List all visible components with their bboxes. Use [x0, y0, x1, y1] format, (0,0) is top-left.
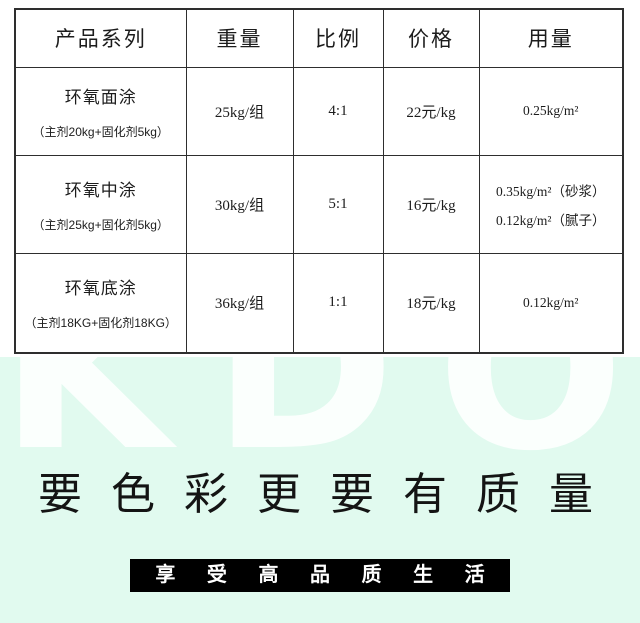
price-cell: 16元/kg — [382, 154, 480, 254]
product-name: 环氧中涂 — [64, 180, 137, 200]
brand-watermark: KDO — [0, 357, 640, 499]
product-name: 环氧面涂 — [64, 87, 137, 107]
table-row-epoxy-primer: 环氧底涂 （主剂18KG+固化剂18KG） 36kg/组 1:1 18元/kg … — [14, 252, 624, 354]
weight-cell: 25kg/组 — [185, 66, 294, 156]
footer-section: KDO 要 色 彩 更 要 有 质 量 享 受 高 品 质 生 活 — [0, 357, 640, 623]
ratio-cell: 4:1 — [292, 66, 384, 156]
product-series-cell: 环氧面涂 （主剂20kg+固化剂5kg） — [14, 66, 187, 156]
product-note: （主剂18KG+固化剂18KG） — [24, 316, 177, 331]
usage-value: 0.25kg/m² — [523, 103, 579, 118]
usage-value: 0.12kg/m² — [523, 294, 579, 310]
banner-text: 享 受 高 品 质 生 活 — [130, 559, 510, 592]
table-header-row: 产品系列 重量 比例 价格 用量 — [14, 8, 624, 68]
price-cell: 18元/kg — [382, 252, 480, 354]
product-series-cell: 环氧底涂 （主剂18KG+固化剂18KG） — [14, 252, 187, 354]
weight-cell: 30kg/组 — [185, 154, 294, 254]
table-row-epoxy-topcoat: 环氧面涂 （主剂20kg+固化剂5kg） 25kg/组 4:1 22元/kg 0… — [14, 66, 624, 156]
weight-cell: 36kg/组 — [185, 252, 294, 354]
product-spec-table: 产品系列 重量 比例 价格 用量 环氧面涂 （主剂20kg+固化剂5kg） 25… — [14, 8, 624, 354]
ratio-cell: 1:1 — [292, 252, 384, 354]
header-usage: 用量 — [478, 8, 624, 68]
usage-value: 0.35kg/m²（砂浆） — [496, 183, 606, 199]
usage-cell: 0.25kg/m² — [478, 66, 624, 156]
product-series-cell: 环氧中涂 （主剂25kg+固化剂5kg） — [14, 154, 187, 254]
usage-cell: 0.12kg/m² — [478, 252, 624, 354]
price-cell: 22元/kg — [382, 66, 480, 156]
product-note: （主剂25kg+固化剂5kg） — [32, 217, 169, 232]
header-product-series: 产品系列 — [14, 8, 187, 68]
table-row-epoxy-midcoat: 环氧中涂 （主剂25kg+固化剂5kg） 30kg/组 5:1 16元/kg 0… — [14, 154, 624, 254]
usage-cell: 0.35kg/m²（砂浆） 0.12kg/m²（腻子） — [478, 154, 624, 254]
header-price: 价格 — [382, 8, 480, 68]
product-note: （主剂20kg+固化剂5kg） — [32, 124, 169, 139]
header-weight: 重量 — [185, 8, 294, 68]
product-name: 环氧底涂 — [64, 279, 137, 299]
tagline-text: 要 色 彩 更 要 有 质 量 — [38, 470, 602, 519]
usage-value: 0.12kg/m²（腻子） — [496, 212, 606, 228]
ratio-cell: 5:1 — [292, 154, 384, 254]
header-ratio: 比例 — [292, 8, 384, 68]
